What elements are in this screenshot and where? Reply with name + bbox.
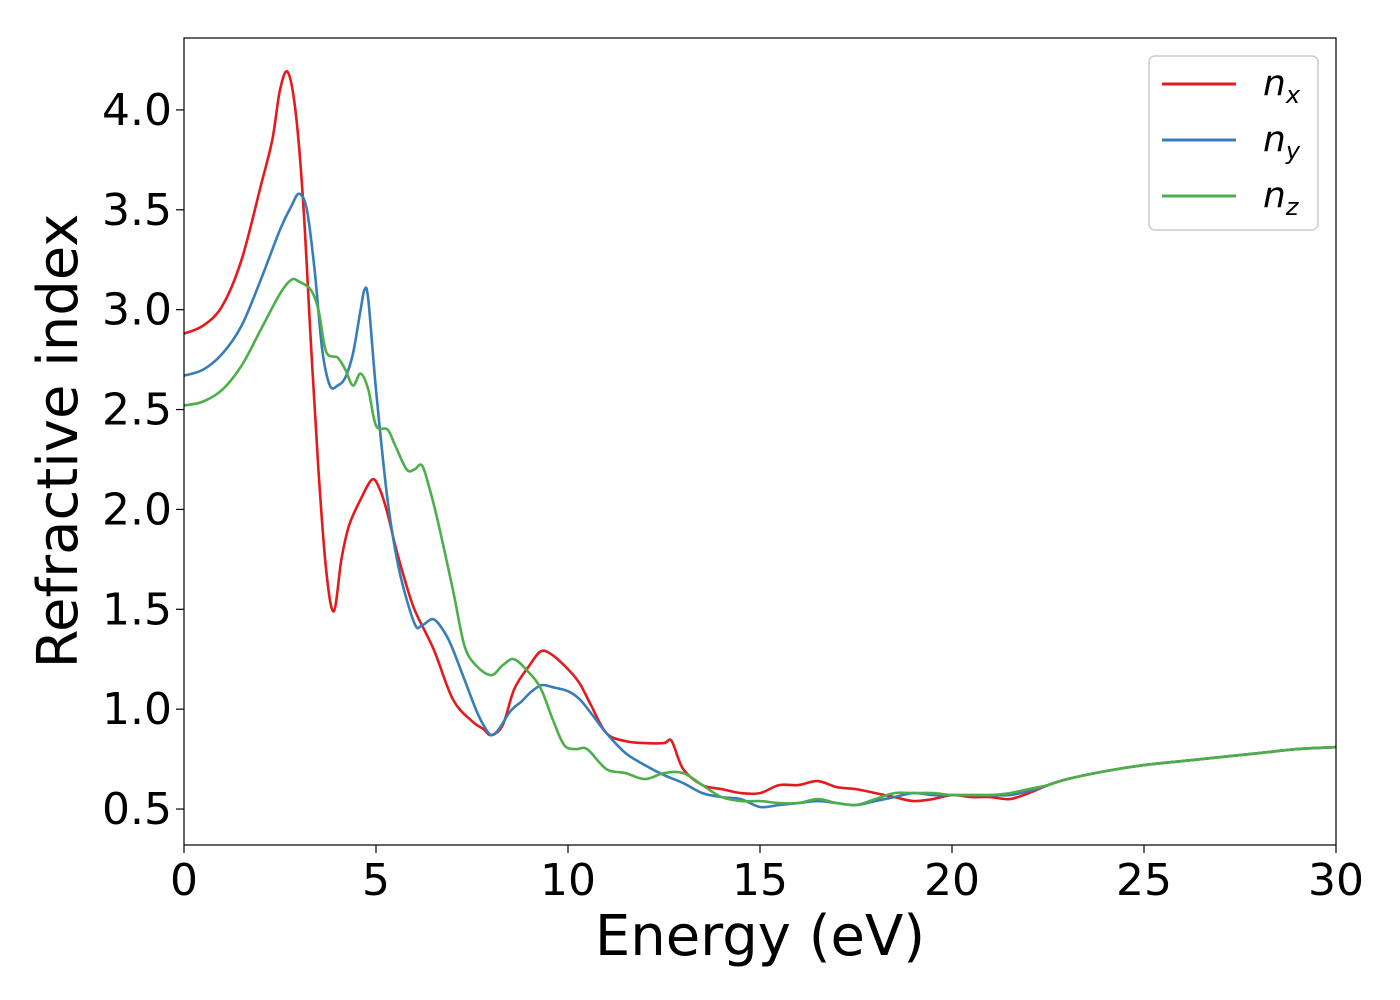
legend-box xyxy=(1148,55,1319,231)
y-tick-label: 3.0 xyxy=(102,285,172,336)
legend-label-main: n xyxy=(1263,119,1286,160)
legend-label-y: ny xyxy=(1263,119,1301,165)
y-tick-label: 1.0 xyxy=(102,684,172,735)
y-tick-label: 2.0 xyxy=(102,484,172,535)
plot-area xyxy=(184,38,1336,845)
y-tick-label: 3.5 xyxy=(102,185,172,236)
series-layer xyxy=(183,70,1337,809)
legend-label-main: n xyxy=(1263,175,1286,216)
legend-label-sub: y xyxy=(1285,137,1301,165)
series-line-z xyxy=(183,277,1337,807)
legend-label-sub: x xyxy=(1285,81,1301,109)
y-tick-label: 0.5 xyxy=(102,784,172,835)
legend-label-main: n xyxy=(1263,63,1286,104)
x-tick-label: 0 xyxy=(170,855,198,906)
x-tick-label: 15 xyxy=(732,855,788,906)
series-line-x xyxy=(183,70,1337,803)
y-axis-label: Refractive index xyxy=(26,214,91,669)
x-axis-label: Energy (eV) xyxy=(595,904,925,969)
y-tick-label: 4.0 xyxy=(102,85,172,136)
y-tick-label: 2.5 xyxy=(102,385,172,436)
legend-label-sub: z xyxy=(1285,193,1300,221)
x-tick-label: 20 xyxy=(924,855,980,906)
y-axis-ticks: 0.5 1.0 1.5 2.0 2.5 3.0 3.5 4.0 xyxy=(102,85,184,835)
x-tick-label: 30 xyxy=(1308,855,1364,906)
legend-label-x: nx xyxy=(1263,63,1301,109)
x-tick-label: 5 xyxy=(362,855,390,906)
y-tick-label: 1.5 xyxy=(102,584,172,635)
x-tick-label: 25 xyxy=(1116,855,1172,906)
legend-label-z: nz xyxy=(1263,175,1300,221)
x-axis-ticks: 0 5 10 15 20 25 30 xyxy=(170,845,1364,906)
x-tick-label: 10 xyxy=(540,855,596,906)
